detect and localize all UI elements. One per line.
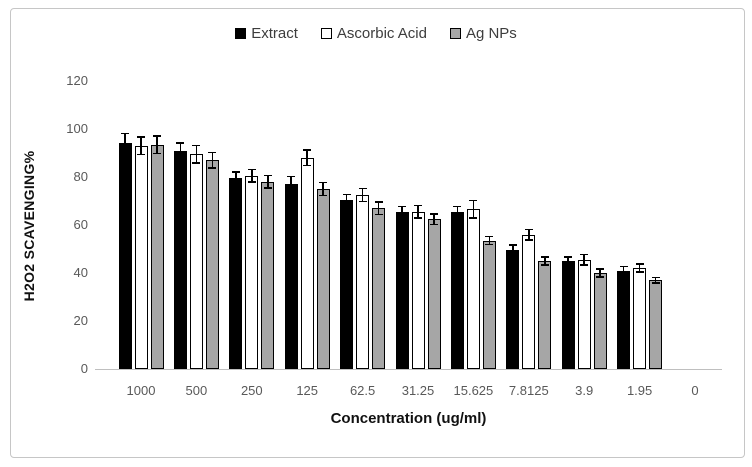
bar-extract-1000 [118, 143, 132, 369]
bar-extract-500 [173, 150, 187, 369]
bar-extract-15.625 [450, 211, 464, 369]
error-bar-ascorbic-acid-31.25 [414, 204, 422, 219]
error-bar-extract-1000 [121, 132, 129, 155]
bar-ag-nps-1.95 [649, 280, 663, 369]
y-axis-title: H2O2 SCAVENGING% [21, 150, 37, 302]
extract-swatch-icon [235, 28, 247, 39]
error-bar-ag-nps-125 [319, 181, 328, 197]
bar-ag-nps-500 [205, 160, 219, 369]
bar-ascorbic-acid-62.5 [356, 195, 370, 369]
plot-area [95, 81, 722, 370]
x-axis-title: Concentration (ug/ml) [330, 410, 487, 427]
bar-ascorbic-acid-125 [300, 157, 314, 369]
bar-ascorbic-acid-3.9 [577, 259, 591, 369]
error-bar-extract-250 [231, 171, 240, 186]
error-bar-extract-3.9 [564, 256, 573, 266]
bar-ascorbic-acid-7.8125 [522, 234, 536, 369]
y-tick-label-80: 80 [73, 169, 88, 184]
error-bar-ascorbic-acid-7.8125 [524, 228, 533, 241]
error-bar-ag-nps-500 [208, 151, 217, 169]
legend-item-ascorbic-acid: Ascorbic Acid [320, 25, 427, 42]
error-bar-extract-125 [287, 175, 296, 193]
error-bar-ascorbic-acid-125 [303, 149, 312, 167]
x-tick-label-7.8125: 7.8125 [508, 383, 549, 398]
x-tick-label-3.9: 3.9 [575, 383, 594, 398]
bar-ag-nps-7.8125 [538, 261, 552, 369]
error-bar-ag-nps-3.9 [596, 268, 605, 278]
error-bar-extract-31.25 [398, 205, 406, 218]
error-bar-ag-nps-7.8125 [540, 256, 549, 266]
y-tick-label-20: 20 [73, 313, 88, 328]
bar-ascorbic-acid-15.625 [466, 209, 480, 369]
x-tick-label-1.95: 1.95 [626, 383, 653, 398]
bar-ag-nps-250 [261, 181, 275, 369]
error-bar-ag-nps-31.25 [430, 213, 438, 225]
error-bar-extract-15.625 [453, 205, 462, 218]
error-bar-ascorbic-acid-500 [192, 144, 201, 164]
legend-label-ag-nps: Ag NPs [465, 25, 517, 42]
x-tick-label-62.5: 62.5 [349, 383, 376, 398]
error-bar-extract-1.95 [619, 265, 628, 276]
ag-nps-swatch-icon [449, 28, 461, 39]
bar-ascorbic-acid-1000 [134, 145, 148, 369]
bar-ascorbic-acid-31.25 [411, 211, 425, 369]
error-bar-ag-nps-62.5 [374, 201, 383, 216]
y-tick-label-100: 100 [66, 121, 88, 136]
x-tick-label-125: 125 [296, 383, 319, 398]
ascorbic-acid-swatch-icon [320, 28, 332, 39]
y-tick-label-40: 40 [73, 265, 88, 280]
y-tick-label-60: 60 [73, 217, 88, 232]
error-bar-ascorbic-acid-250 [247, 168, 256, 183]
error-bar-ag-nps-15.625 [485, 235, 494, 246]
error-bar-ascorbic-acid-62.5 [358, 187, 367, 203]
bar-extract-125 [284, 184, 298, 369]
bar-ag-nps-1000 [150, 144, 164, 369]
bar-ag-nps-3.9 [593, 273, 607, 369]
x-tick-label-15.625: 15.625 [453, 383, 494, 398]
error-bar-ag-nps-1000 [153, 135, 161, 155]
bar-extract-250 [229, 178, 243, 369]
x-tick-label-500: 500 [185, 383, 208, 398]
bar-ascorbic-acid-250 [245, 175, 259, 369]
bar-ascorbic-acid-1.95 [633, 268, 647, 369]
bar-ag-nps-15.625 [482, 240, 496, 369]
error-bar-ascorbic-acid-15.625 [469, 199, 478, 219]
bar-extract-3.9 [561, 261, 575, 369]
error-bar-ascorbic-acid-1.95 [635, 263, 644, 273]
x-tick-label-250: 250 [240, 383, 263, 398]
legend-label-ascorbic-acid: Ascorbic Acid [336, 25, 427, 42]
error-bar-extract-500 [176, 142, 185, 159]
bar-extract-62.5 [340, 199, 354, 369]
legend-label-extract: Extract [251, 25, 298, 42]
y-tick-label-0: 0 [80, 361, 88, 376]
bar-ag-nps-31.25 [427, 219, 441, 369]
x-tick-label-0: 0 [691, 383, 699, 398]
error-bar-extract-62.5 [342, 193, 351, 206]
error-bar-ascorbic-acid-1000 [137, 136, 145, 156]
bar-extract-31.25 [395, 211, 409, 369]
bar-ascorbic-acid-500 [189, 154, 203, 369]
error-bar-ag-nps-1.95 [651, 276, 660, 284]
legend: Extract Ascorbic Acid Ag NPs [0, 26, 752, 41]
legend-item-ag-nps: Ag NPs [449, 25, 517, 42]
error-bar-ascorbic-acid-3.9 [580, 253, 589, 266]
x-tick-label-31.25: 31.25 [401, 383, 435, 398]
legend-item-extract: Extract [235, 26, 298, 41]
bar-extract-1.95 [617, 270, 631, 369]
y-tick-label-120: 120 [66, 73, 88, 88]
bar-extract-7.8125 [506, 250, 520, 369]
x-tick-label-1000: 1000 [126, 383, 156, 398]
bar-ag-nps-125 [316, 189, 330, 369]
bar-ag-nps-62.5 [372, 208, 386, 369]
error-bar-ag-nps-250 [263, 174, 272, 189]
error-bar-extract-7.8125 [508, 244, 517, 257]
